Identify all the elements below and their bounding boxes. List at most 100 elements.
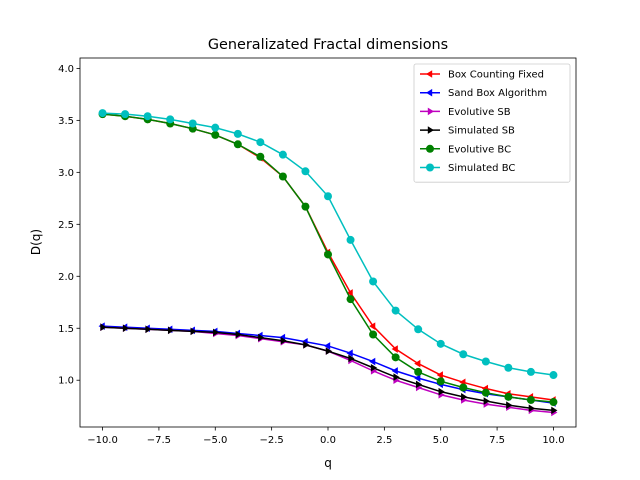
data-point — [324, 250, 332, 259]
data-point — [100, 323, 107, 332]
data-point — [211, 123, 220, 132]
legend: Box Counting Fixed Sand Box Algorithm Evol… — [413, 63, 571, 183]
legend-marker — [426, 163, 434, 172]
series-evolutive-bc — [98, 110, 558, 407]
data-point — [233, 129, 242, 138]
series-simulated-sb — [100, 323, 558, 415]
legend-item: Box Counting Fixed — [420, 70, 544, 81]
data-point — [438, 387, 445, 396]
y-tick-label: 2.5 — [58, 220, 74, 231]
x-tick-label: −5.0 — [203, 435, 227, 446]
data-point — [256, 138, 265, 147]
y-axis-label: D(q) — [29, 229, 43, 255]
data-point — [301, 202, 310, 211]
data-point — [436, 339, 445, 348]
x-tick-label: 5.0 — [433, 435, 449, 446]
data-point — [280, 336, 287, 345]
data-point — [369, 277, 378, 286]
legend-item: Evolutive BC — [420, 144, 511, 155]
data-point — [391, 345, 398, 353]
series-simulated-bc — [98, 109, 558, 380]
data-point — [551, 406, 558, 415]
data-point — [346, 349, 353, 357]
data-point — [346, 235, 355, 244]
data-point — [526, 367, 535, 376]
data-point — [211, 130, 220, 139]
data-point — [324, 342, 331, 350]
data-point — [459, 350, 468, 359]
data-point — [461, 393, 468, 401]
data-point — [325, 347, 332, 355]
legend-label: Box Counting Fixed — [448, 70, 544, 81]
data-point — [122, 324, 130, 333]
legend-marker — [427, 126, 434, 134]
legend-label: Simulated BC — [448, 163, 515, 174]
data-point — [370, 363, 378, 372]
x-tick-label: 2.5 — [376, 435, 392, 446]
data-point — [258, 333, 265, 342]
data-point — [346, 295, 355, 304]
data-point — [526, 395, 535, 404]
data-point — [121, 110, 130, 119]
data-point — [369, 330, 378, 339]
data-point — [506, 401, 513, 409]
data-point — [301, 167, 310, 176]
data-point — [481, 388, 490, 397]
data-point — [415, 380, 423, 389]
data-point — [481, 357, 490, 366]
chart-title: Generalizated Fractal dimensions — [208, 37, 448, 53]
axes: −10.0 −7.5 −5.0 −2.5 0.0 2.5 5.0 7.5 10.0 1.0 1.5 2… — [58, 64, 564, 446]
y-tick-label: 3.0 — [58, 168, 74, 179]
legend-marker — [426, 88, 433, 97]
data-point — [369, 357, 376, 366]
data-point — [391, 306, 400, 315]
y-tick-label: 2.0 — [58, 272, 74, 283]
data-point — [391, 367, 398, 375]
x-tick-label: 0.0 — [320, 435, 336, 446]
legend-item: Simulated SB — [420, 126, 515, 137]
x-tick-label: −7.5 — [147, 435, 171, 446]
data-point — [213, 328, 220, 337]
data-point — [348, 354, 355, 363]
data-point — [278, 172, 287, 181]
y-tick-label: 4.0 — [58, 64, 74, 75]
legend-label: Simulated SB — [448, 126, 515, 137]
data-point — [549, 398, 558, 407]
legend-label: Evolutive SB — [448, 107, 511, 118]
data-point — [190, 327, 197, 336]
data-point — [143, 112, 152, 121]
legend-marker — [426, 70, 433, 78]
data-point — [167, 326, 175, 335]
data-point — [504, 363, 513, 372]
y-tick-label: 1.0 — [58, 376, 74, 387]
data-point — [414, 367, 423, 376]
legend-item: Sand Box Algorithm — [420, 88, 547, 99]
legend-item: Evolutive SB — [420, 107, 511, 118]
data-point — [145, 325, 152, 334]
x-tick-label: 10.0 — [542, 435, 564, 446]
legend-label: Evolutive BC — [448, 144, 511, 155]
y-tick-label: 3.5 — [58, 116, 74, 127]
x-tick-label: 7.5 — [489, 435, 505, 446]
legend-marker — [426, 144, 434, 153]
data-point — [324, 192, 332, 201]
data-point — [278, 150, 287, 159]
data-point — [436, 377, 445, 386]
data-point — [459, 383, 468, 392]
x-axis-label: q — [324, 456, 332, 470]
data-point — [414, 374, 421, 382]
x-tick-label: −2.5 — [259, 435, 283, 446]
legend-box — [413, 63, 571, 183]
data-point — [528, 404, 535, 413]
data-point — [391, 353, 400, 362]
data-point — [188, 119, 197, 128]
data-point — [235, 330, 242, 339]
data-point — [166, 115, 175, 124]
data-point — [233, 140, 242, 149]
data-point — [414, 359, 421, 368]
plot-area — [98, 109, 558, 417]
legend-marker — [427, 107, 434, 116]
data-point — [436, 371, 443, 379]
legend-label: Sand Box Algorithm — [448, 88, 547, 99]
